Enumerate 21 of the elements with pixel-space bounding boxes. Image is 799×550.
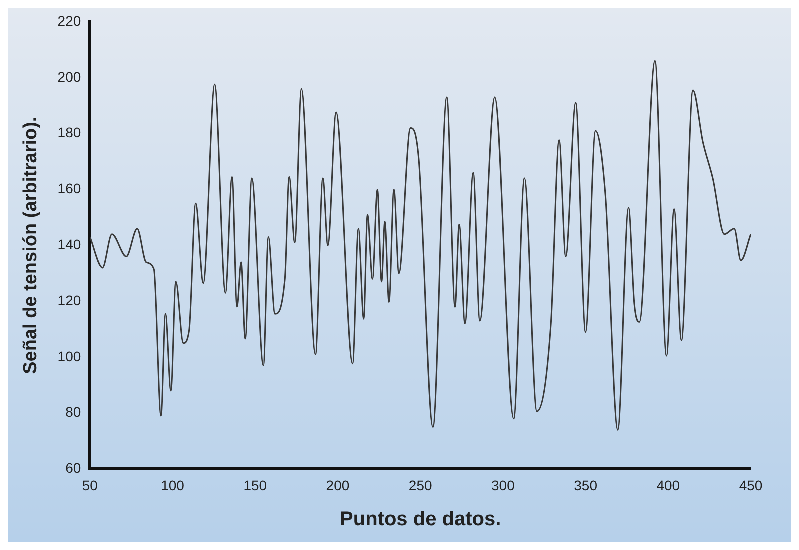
x-tick-label: 450 bbox=[739, 477, 763, 494]
x-tick-label: 400 bbox=[656, 477, 680, 494]
y-tick-label: 160 bbox=[58, 180, 82, 197]
y-axis-title: Señal de tensión (arbitrario). bbox=[20, 116, 42, 374]
x-tick-label: 50 bbox=[82, 477, 98, 494]
line-series bbox=[90, 60, 751, 431]
x-tick-label: 150 bbox=[244, 477, 268, 494]
x-tick-label: 200 bbox=[326, 477, 350, 494]
x-tick-label: 300 bbox=[492, 477, 516, 494]
x-axis-title: Puntos de datos. bbox=[340, 508, 502, 531]
y-tick-label: 200 bbox=[58, 68, 82, 85]
x-tick-label: 350 bbox=[574, 477, 598, 494]
y-tick-label: 180 bbox=[58, 124, 82, 141]
y-tick-label: 120 bbox=[58, 292, 82, 308]
y-tick-label: 80 bbox=[66, 404, 82, 420]
y-tick-label: 60 bbox=[66, 460, 82, 476]
y-tick-label: 220 bbox=[58, 12, 82, 29]
x-tick-label: 100 bbox=[161, 477, 185, 494]
y-tick-label: 140 bbox=[58, 236, 82, 252]
y-tick-label: 100 bbox=[58, 348, 82, 364]
x-tick-label: 250 bbox=[408, 477, 432, 494]
